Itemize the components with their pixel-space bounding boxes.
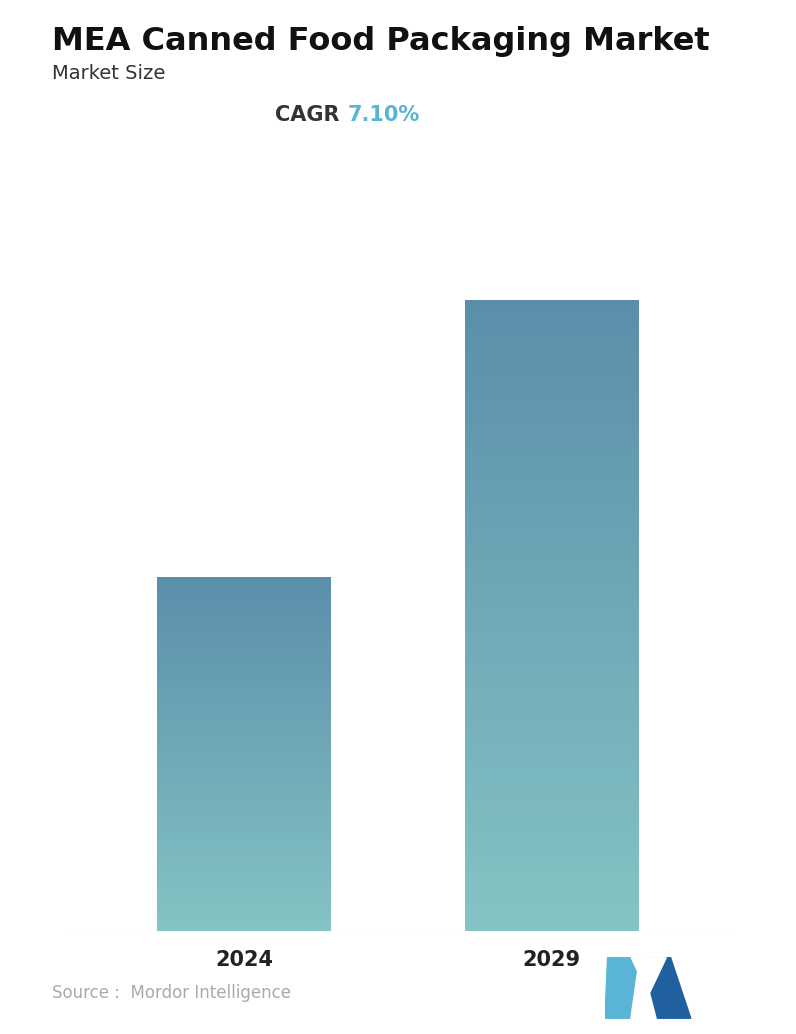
Text: MEA Canned Food Packaging Market: MEA Canned Food Packaging Market [52, 26, 709, 57]
Polygon shape [642, 957, 691, 1018]
Text: Market Size: Market Size [52, 64, 165, 83]
Text: 7.10%: 7.10% [348, 105, 420, 125]
Polygon shape [605, 957, 638, 1018]
Text: CAGR: CAGR [275, 105, 346, 125]
Text: Source :  Mordor Intelligence: Source : Mordor Intelligence [52, 983, 291, 1002]
Polygon shape [631, 957, 666, 995]
